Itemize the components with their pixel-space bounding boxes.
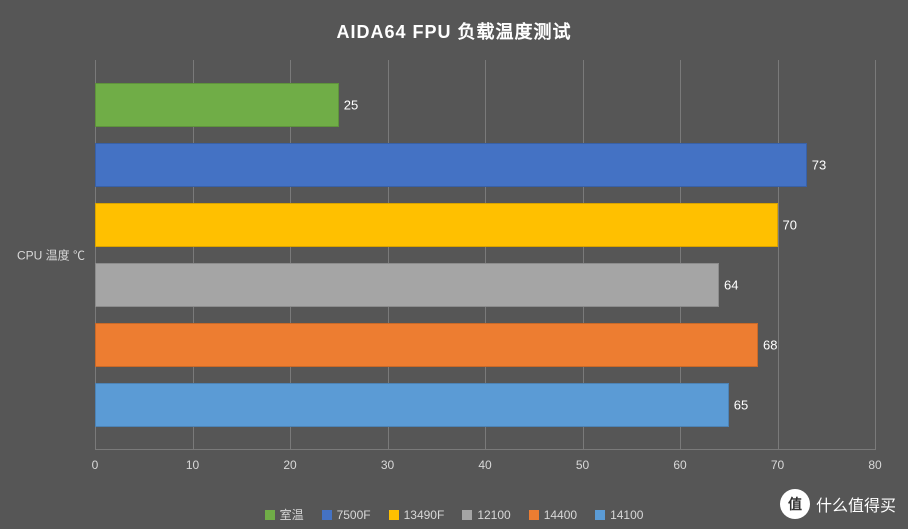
legend-label: 7500F: [337, 508, 371, 522]
bar-13490F: 70: [95, 203, 778, 247]
x-tick-label: 50: [576, 458, 589, 472]
legend-label: 13490F: [404, 508, 445, 522]
watermark-text: 什么值得买: [816, 492, 896, 516]
bar-value-label: 68: [763, 338, 777, 353]
watermark-badge: 值: [780, 489, 810, 519]
bar-value-label: 64: [724, 278, 738, 293]
bar-value-label: 25: [344, 98, 358, 113]
legend: 室温 7500F 13490F 12100 14400 14100: [0, 506, 908, 523]
bar-7500F: 73: [95, 143, 807, 187]
y-axis-category-label: CPU 温度 ℃: [10, 247, 85, 264]
legend-swatch: [265, 510, 275, 520]
chart-title: AIDA64 FPU 负载温度测试: [0, 0, 908, 44]
x-tick-label: 80: [868, 458, 881, 472]
legend-swatch: [389, 510, 399, 520]
legend-item-14100: 14100: [595, 506, 643, 523]
watermark: 值 什么值得买: [780, 489, 896, 519]
legend-label: 室温: [280, 506, 304, 523]
legend-item-14400: 14400: [529, 506, 577, 523]
legend-item-7500F: 7500F: [322, 506, 371, 523]
legend-item-室温: 室温: [265, 506, 304, 523]
legend-swatch: [462, 510, 472, 520]
gridline: [875, 60, 876, 450]
bar-14100: 65: [95, 383, 729, 427]
x-tick-label: 0: [92, 458, 99, 472]
legend-item-13490F: 13490F: [389, 506, 445, 523]
x-tick-label: 10: [186, 458, 199, 472]
plot-area: 01020304050607080 257370646865 CPU 温度 ℃: [95, 60, 875, 450]
legend-label: 12100: [477, 508, 510, 522]
x-tick-label: 70: [771, 458, 784, 472]
legend-swatch: [595, 510, 605, 520]
bar-value-label: 73: [812, 158, 826, 173]
legend-swatch: [322, 510, 332, 520]
legend-swatch: [529, 510, 539, 520]
x-tick-label: 20: [283, 458, 296, 472]
x-tick-label: 60: [673, 458, 686, 472]
bar-value-label: 70: [783, 218, 797, 233]
legend-item-12100: 12100: [462, 506, 510, 523]
bar-12100: 64: [95, 263, 719, 307]
bar-14400: 68: [95, 323, 758, 367]
x-tick-label: 40: [478, 458, 491, 472]
legend-label: 14100: [610, 508, 643, 522]
x-tick-label: 30: [381, 458, 394, 472]
legend-label: 14400: [544, 508, 577, 522]
bar-室温: 25: [95, 83, 339, 127]
bar-value-label: 65: [734, 398, 748, 413]
